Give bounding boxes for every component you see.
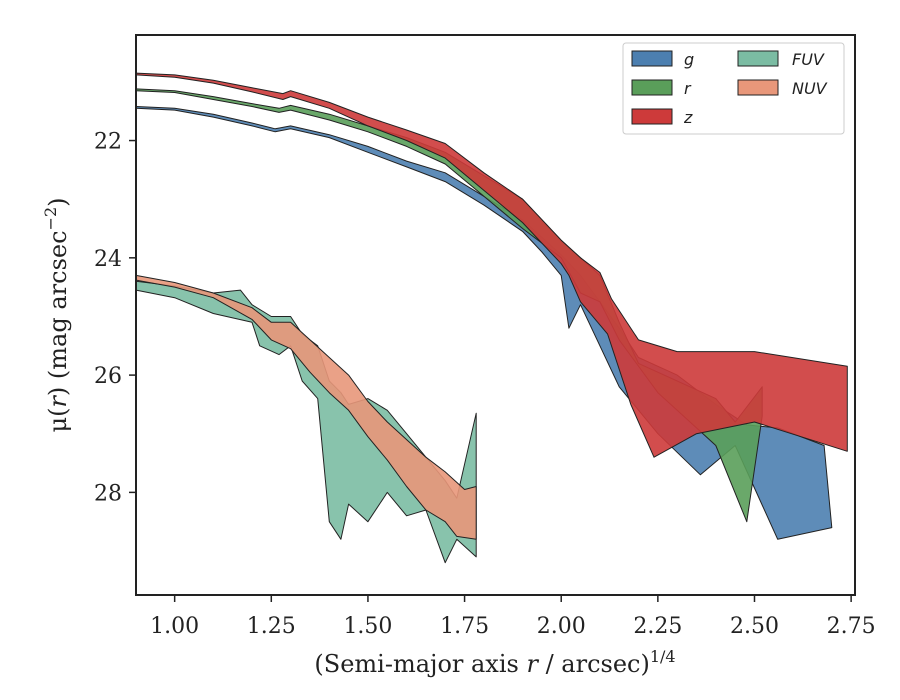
legend-swatch-z [631, 108, 673, 125]
legend-label-nuv: NUV [792, 79, 828, 98]
y-axis-label: μ(r) (mag arcsec−2) [41, 197, 72, 432]
series-layer [135, 72, 848, 564]
legend-swatch-r [631, 79, 673, 96]
legend-label-r: r [684, 79, 692, 98]
legend: g r z FUV NUV [622, 42, 845, 135]
x-tick-label: 1.50 [343, 614, 392, 639]
x-axis-label: (Semi-major axis r / arcsec)1/4 [314, 647, 675, 678]
x-tick-label: 1.25 [247, 614, 296, 639]
band-fuv [135, 280, 477, 564]
y-tick-label: 22 [94, 130, 122, 155]
y-tick-label: 26 [94, 364, 122, 389]
x-tick-label: 2.75 [827, 614, 876, 639]
legend-swatch-fuv [737, 50, 779, 67]
legend-frame [622, 42, 845, 135]
legend-label-fuv: FUV [792, 50, 825, 69]
legend-label-g: g [684, 50, 694, 69]
x-tick-label: 2.25 [633, 614, 682, 639]
x-tick-label: 1.00 [150, 614, 199, 639]
ticks-layer: 1.00 1.25 1.50 1.75 2.00 2.25 2.50 2.75 22 24 26 28 [94, 130, 876, 639]
band-nuv [135, 274, 477, 540]
x-tick-label: 2.50 [730, 614, 779, 639]
legend-swatch-g [631, 50, 673, 67]
band-z [135, 72, 848, 458]
x-tick-label: 1.75 [440, 614, 489, 639]
plot-frame [135, 34, 856, 596]
y-tick-label: 28 [94, 481, 122, 506]
legend-swatch-nuv [737, 79, 779, 96]
legend-label-z: z [683, 108, 693, 127]
y-tick-label: 24 [94, 247, 122, 272]
x-tick-label: 2.00 [537, 614, 586, 639]
